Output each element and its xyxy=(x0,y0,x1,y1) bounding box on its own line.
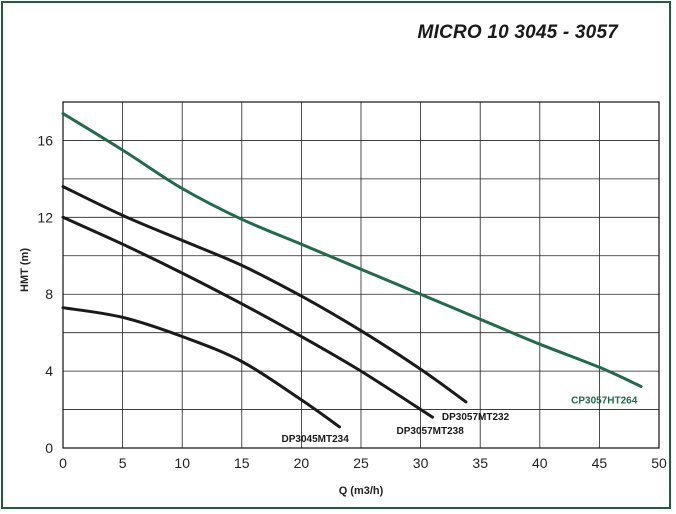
tick-labels: 0 5 10 15 20 25 30 35 40 45 50 0 4 8 12 16 xyxy=(37,132,667,471)
chart-title: MICRO 10 3045 - 3057 xyxy=(417,22,618,43)
series-line-DP3045MT234 xyxy=(61,306,341,429)
series-label-DP3045MT234: DP3045MT234 xyxy=(282,434,350,445)
series-lines xyxy=(61,112,643,429)
y-axis-label: HMT (m) xyxy=(19,248,31,292)
y-tick-label: 0 xyxy=(45,440,53,456)
series-label-CP3057HT264: CP3057HT264 xyxy=(571,395,638,406)
axes xyxy=(62,101,660,449)
x-tick-label: 40 xyxy=(532,455,548,471)
y-tick-label: 12 xyxy=(37,209,53,225)
x-axis-label: Q (m3/h) xyxy=(339,485,384,497)
plot-border xyxy=(62,101,660,449)
x-tick-label: 15 xyxy=(234,455,250,471)
x-tick-label: 50 xyxy=(651,455,667,471)
series-line-DP3057MT238 xyxy=(61,215,434,419)
y-tick-label: 8 xyxy=(45,286,53,302)
x-tick-label: 45 xyxy=(592,455,608,471)
x-tick-label: 0 xyxy=(59,455,67,471)
series-line-DP3057MT232 xyxy=(61,185,468,404)
series-labels: CP3057HT264 DP3057MT232 DP3057MT238 DP3045M… xyxy=(282,395,638,444)
x-tick-label: 25 xyxy=(353,455,369,471)
y-tick-label: 16 xyxy=(37,132,53,148)
series-label-DP3057MT232: DP3057MT232 xyxy=(442,412,510,423)
x-tick-label: 35 xyxy=(472,455,488,471)
series-line-CP3057HT264 xyxy=(61,112,643,388)
y-tick-label: 4 xyxy=(45,363,53,379)
series-label-DP3057MT238: DP3057MT238 xyxy=(397,426,465,437)
x-tick-label: 10 xyxy=(174,455,190,471)
grid xyxy=(62,101,660,449)
x-tick-label: 5 xyxy=(119,455,127,471)
x-tick-label: 20 xyxy=(294,455,310,471)
x-tick-label: 30 xyxy=(413,455,429,471)
